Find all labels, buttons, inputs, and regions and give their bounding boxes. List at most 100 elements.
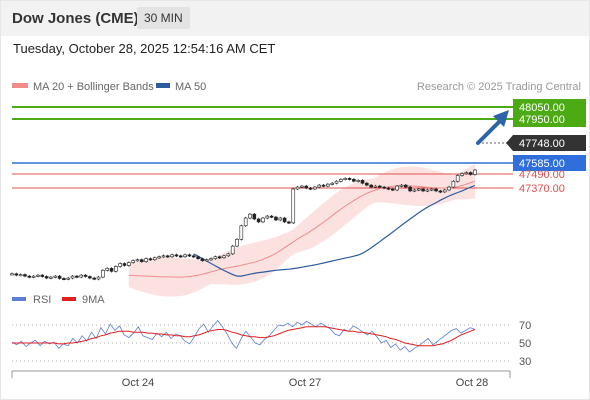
candle xyxy=(382,185,386,190)
candle xyxy=(135,258,140,262)
candle xyxy=(83,273,88,278)
candle xyxy=(235,238,239,248)
candle xyxy=(131,259,135,264)
candle-body-down xyxy=(109,268,114,272)
candle-body-up xyxy=(451,180,456,188)
candle-body-up xyxy=(248,213,252,219)
candle-body-up xyxy=(10,273,14,276)
ma50-line xyxy=(193,184,476,277)
candle xyxy=(265,214,270,220)
candle xyxy=(317,183,322,189)
candle-body-up xyxy=(330,182,335,185)
candle-body-up xyxy=(295,186,300,190)
candle xyxy=(339,178,343,183)
candle-body-down xyxy=(269,215,274,218)
candle-body-down xyxy=(83,274,88,277)
candle-body-up xyxy=(447,186,451,191)
candle-body-down xyxy=(434,188,438,192)
candle xyxy=(18,273,23,277)
candle xyxy=(118,262,122,268)
instrument-title: Dow Jones (CME) xyxy=(12,10,139,27)
rsi-line xyxy=(11,319,476,353)
price-level-labels: 48050.0047950.0047748.0047585.0047490.00… xyxy=(506,99,586,195)
candle-body-down xyxy=(382,186,386,189)
candle xyxy=(191,254,196,258)
candle xyxy=(282,216,287,224)
candle xyxy=(369,183,373,189)
candle xyxy=(183,253,187,258)
pivot-label: 47585.00 xyxy=(519,158,565,170)
candle xyxy=(66,276,71,281)
candle-body-up xyxy=(460,173,464,176)
candle xyxy=(196,255,200,260)
9ma-legend-swatch xyxy=(62,297,76,301)
candle-body-down xyxy=(256,218,261,223)
candle xyxy=(178,254,183,258)
candle xyxy=(62,277,66,281)
current-price-label: 47748.00 xyxy=(519,138,565,150)
candle xyxy=(96,275,101,281)
candle xyxy=(170,253,174,258)
candle-body-down xyxy=(403,184,408,188)
candle xyxy=(49,275,53,280)
candle xyxy=(92,276,97,281)
candle-body-down xyxy=(187,254,192,257)
timeframe-badge[interactable]: 30 MIN xyxy=(137,7,190,29)
x-axis-ticks: Oct 24 Oct 27 Oct 28 xyxy=(122,377,488,389)
moving-averages xyxy=(128,180,476,278)
candle xyxy=(23,273,27,278)
candle xyxy=(248,213,252,220)
candle xyxy=(442,188,447,194)
bollinger-band xyxy=(128,164,476,297)
candle xyxy=(187,253,192,257)
candle-body-up xyxy=(18,274,23,277)
candle xyxy=(438,189,443,194)
candle xyxy=(334,180,339,185)
candle-body-up xyxy=(209,258,213,261)
candle xyxy=(14,272,19,277)
candle xyxy=(278,216,283,222)
ma20-legend-label: MA 20 + Bollinger Bands xyxy=(33,81,154,93)
candle-body-up xyxy=(70,275,75,279)
rsi-tick-label: 30 xyxy=(519,356,531,368)
candle-body-up xyxy=(343,178,347,180)
candle-body-up xyxy=(118,263,122,267)
resistance-label: 47950.00 xyxy=(519,114,565,126)
candle xyxy=(395,184,399,192)
candle-body-up xyxy=(291,188,296,224)
candle xyxy=(451,180,456,189)
candle xyxy=(44,275,49,280)
candle-body-down xyxy=(14,273,19,276)
candle-body-down xyxy=(304,185,309,189)
candle xyxy=(343,177,347,181)
candle xyxy=(447,185,451,192)
candle-body-down xyxy=(308,187,313,190)
forecast-arrow-head xyxy=(493,110,509,127)
candle-body-up xyxy=(425,189,430,192)
candle-body-up xyxy=(96,276,101,280)
candle xyxy=(399,183,404,188)
bollinger-band-area xyxy=(128,164,476,297)
candle-body-down xyxy=(140,259,144,262)
candle-body-down xyxy=(88,276,92,279)
current-price-badge xyxy=(506,135,586,151)
candle xyxy=(70,274,75,280)
candle-body-up xyxy=(326,183,330,187)
candle-body-up xyxy=(265,215,270,219)
candle xyxy=(386,186,391,191)
rsi-legend-swatch xyxy=(12,297,26,301)
candle xyxy=(473,168,477,176)
candle xyxy=(144,257,148,263)
candle xyxy=(313,185,317,191)
rsi-9ma-line xyxy=(12,326,476,347)
candle xyxy=(127,261,131,267)
header-bar: Dow Jones (CME) 30 MIN xyxy=(0,0,590,36)
candle xyxy=(200,257,205,262)
candle-body-up xyxy=(79,274,84,278)
resistance-badge xyxy=(513,111,586,127)
candle xyxy=(347,177,352,181)
candle xyxy=(165,254,170,258)
candle xyxy=(403,183,408,189)
candle-body-down xyxy=(365,182,369,186)
